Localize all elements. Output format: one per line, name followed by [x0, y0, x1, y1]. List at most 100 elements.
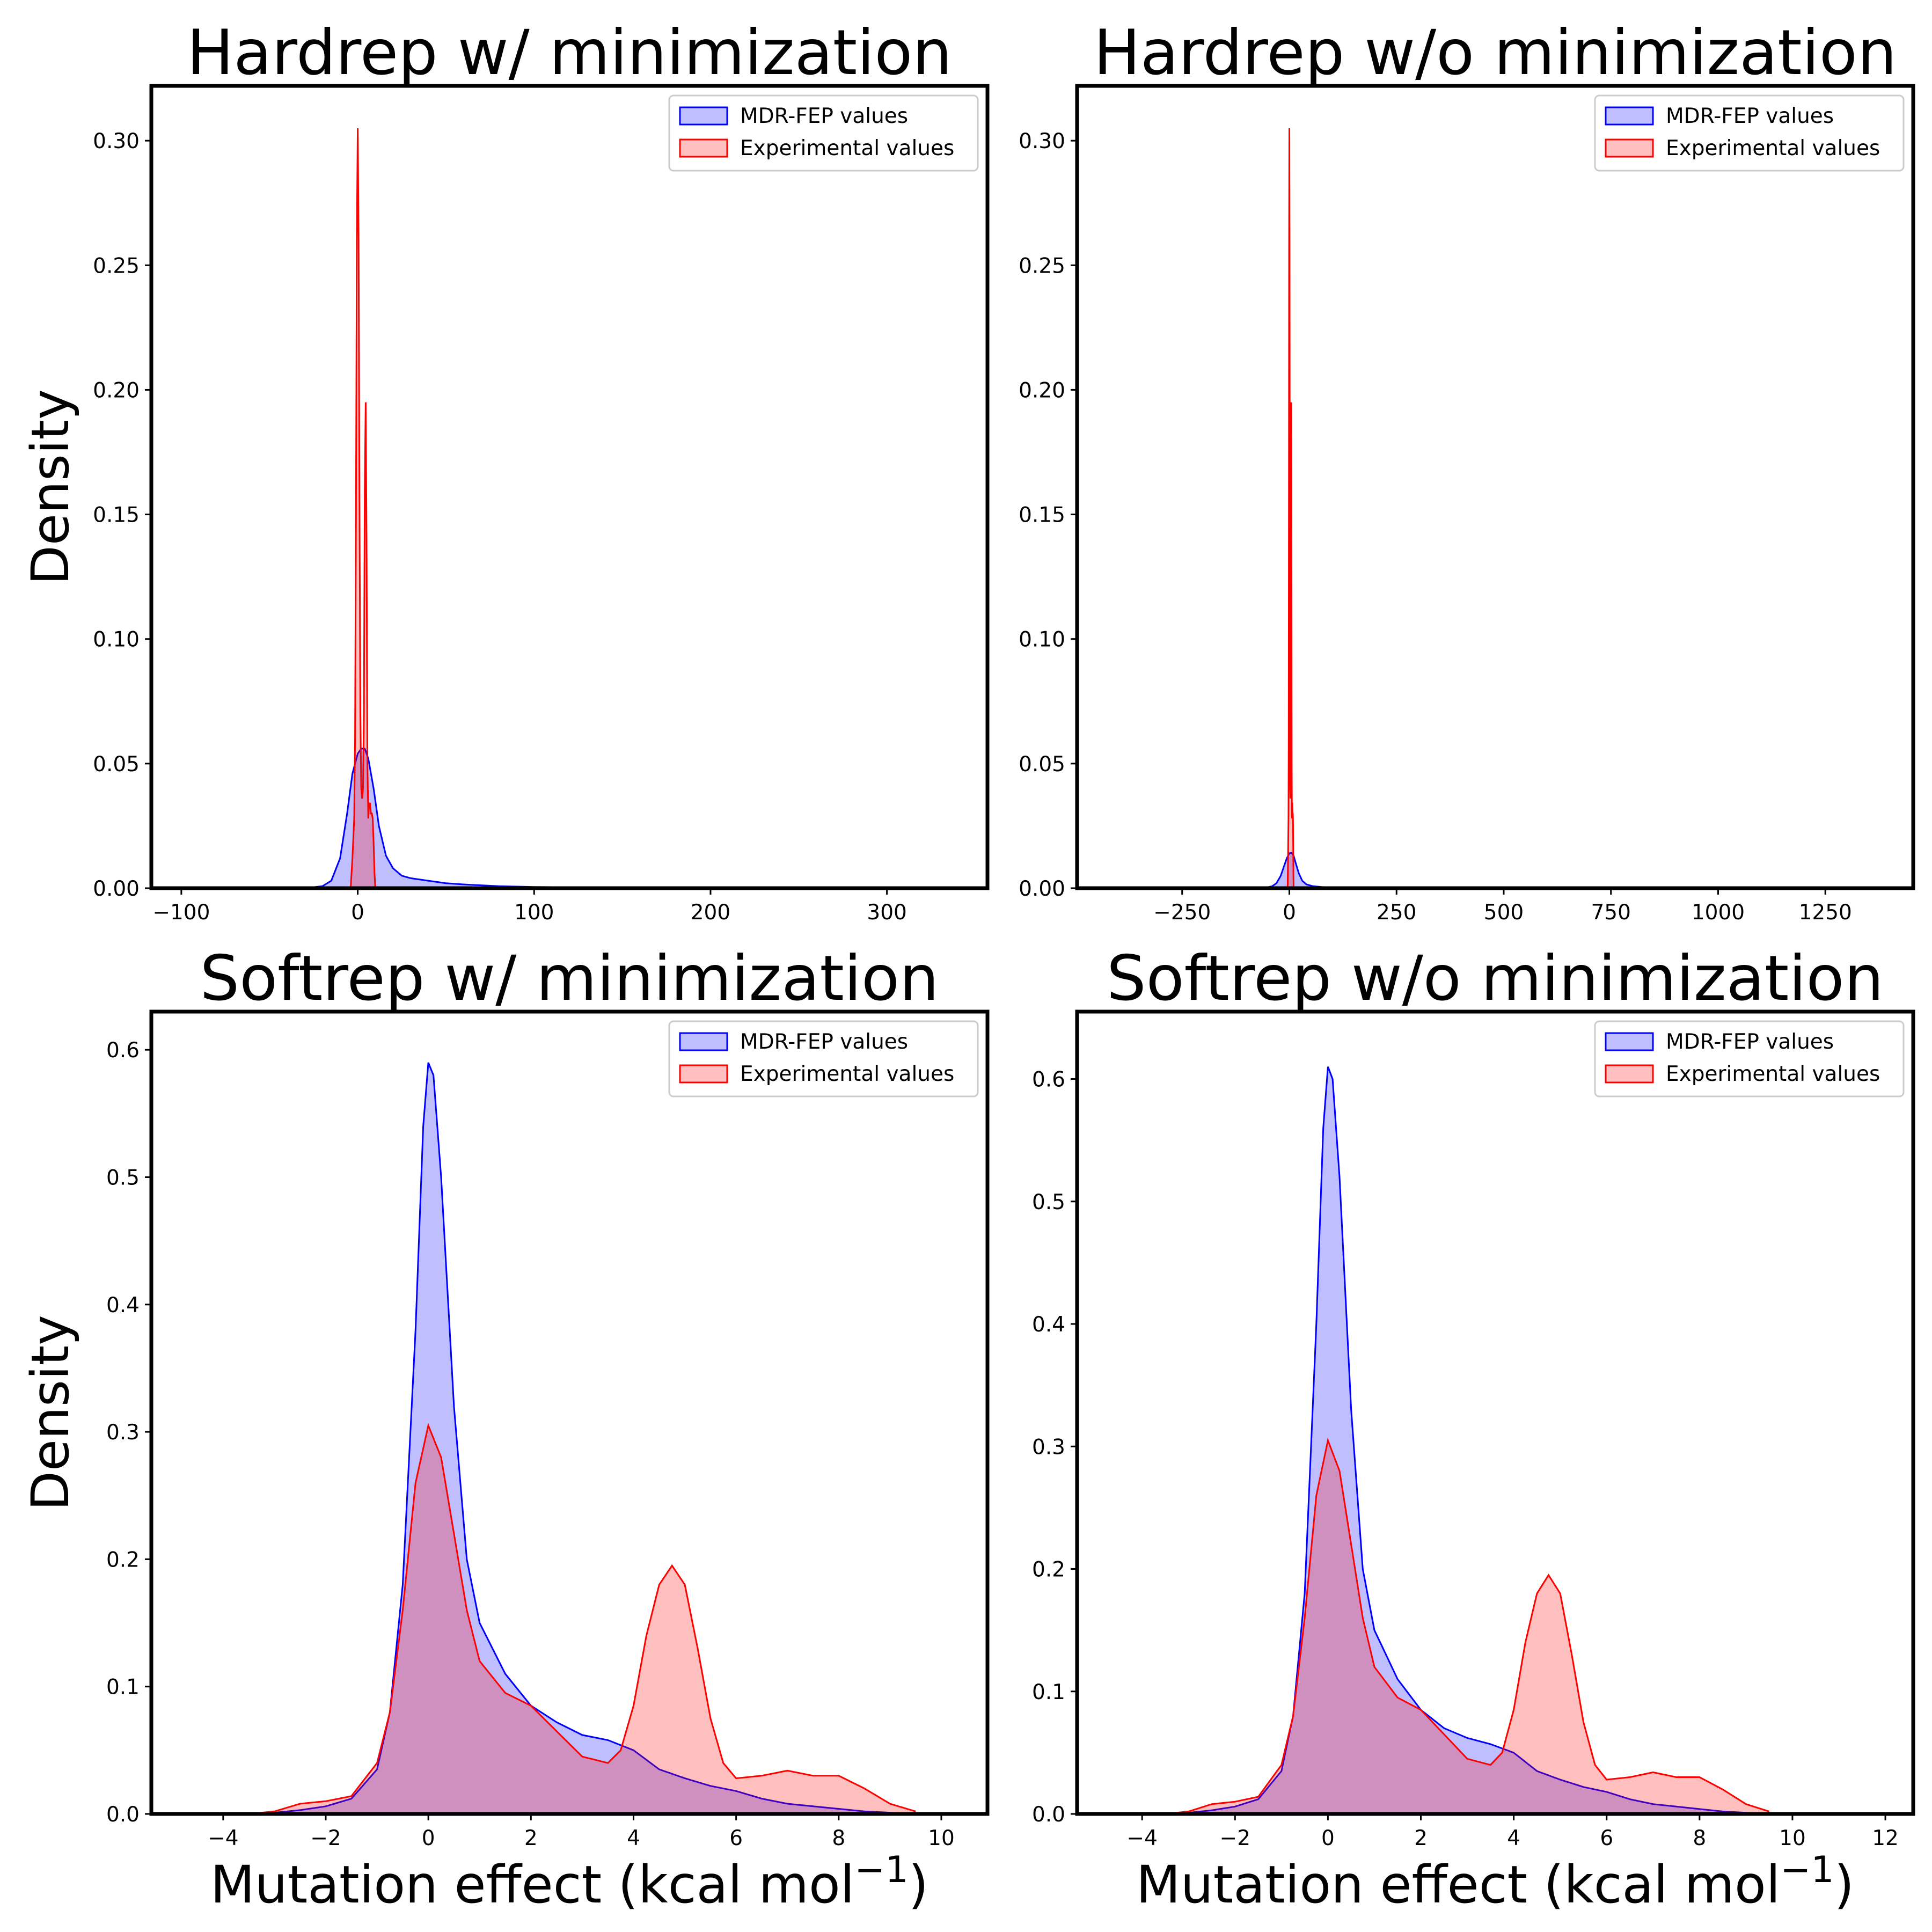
- legend-swatch: [679, 1032, 728, 1051]
- x-tick-label: 100: [514, 901, 554, 925]
- panel-2: −250 0 250 500 750 1000 1250 0.00 0.05 0.10 0.15 0.…: [1019, 17, 1915, 925]
- legend-box: [668, 94, 979, 172]
- series-line-experimental: [1165, 1437, 1770, 1814]
- x-tick-label: 8: [1693, 1826, 1706, 1850]
- series-area-experimental: [1165, 1440, 1769, 1814]
- axes-frame: [149, 1009, 990, 1816]
- x-tick-label: 10: [928, 1826, 955, 1850]
- legend-swatch: [1605, 1064, 1654, 1084]
- x-tick-label: 10: [1779, 1826, 1806, 1850]
- legend-label: MDR-FEP values: [1666, 104, 1834, 128]
- x-tick-label: 0: [351, 901, 364, 925]
- y-tick-label: 0.00: [1019, 877, 1065, 901]
- y-tick-label: 0.4: [106, 1293, 140, 1318]
- y-tick-label: 0.5: [1032, 1190, 1065, 1214]
- series-area-mdr-fep: [248, 1062, 916, 1814]
- y-tick-label: 0.1: [106, 1675, 140, 1700]
- x-tick-label: 250: [1377, 901, 1416, 925]
- y-tick-label: 0.05: [1019, 752, 1065, 777]
- y-axis-label: Density: [20, 389, 80, 585]
- x-tick-label: 200: [691, 901, 730, 925]
- legend-label: MDR-FEP values: [740, 104, 908, 128]
- legend: MDR-FEP values Experimental values: [1594, 1020, 1905, 1097]
- y-tick-label: 0.2: [1032, 1558, 1065, 1582]
- y-tick-label: 0.30: [93, 129, 140, 153]
- panel-1: −100 0 100 200 300 0.00 0.05 0.10 0.15 0.20 0.25 0.…: [20, 17, 990, 925]
- panel-title: Softrep w/o minimization: [1107, 942, 1884, 1015]
- series-line-mdr-fep: [248, 1062, 916, 1814]
- series-area-experimental: [248, 1425, 916, 1814]
- x-axis-label: Mutation effect (kcal mol−1): [1136, 1849, 1854, 1915]
- y-tick-label: 0.6: [1032, 1068, 1065, 1092]
- y-tick-label: 0.25: [1019, 254, 1065, 278]
- y-tick-label: 0.6: [106, 1038, 140, 1063]
- panel-title: Hardrep w/ minimization: [187, 17, 952, 89]
- y-tick-label: 0.3: [106, 1421, 140, 1445]
- series-line-experimental: [1286, 128, 1294, 888]
- legend-swatch: [679, 138, 728, 158]
- x-tick-label: −100: [152, 901, 210, 925]
- x-tick-label: 6: [729, 1826, 743, 1850]
- x-tick-label: −4: [1126, 1826, 1158, 1850]
- x-tick-label: 0: [422, 1826, 435, 1850]
- series-area-mdr-fep: [1165, 1066, 1769, 1814]
- y-tick-label: 0.20: [1019, 378, 1065, 402]
- axes-frame: [149, 84, 990, 890]
- y-tick-label: 0.25: [93, 254, 140, 278]
- x-tick-label: 1250: [1799, 901, 1852, 925]
- axes-frame: [1075, 1009, 1915, 1816]
- y-axis-label: Density: [20, 1315, 80, 1511]
- x-tick-label: −4: [208, 1826, 239, 1850]
- y-tick-label: 0.2: [106, 1548, 140, 1572]
- y-tick-label: 0.20: [93, 378, 140, 402]
- y-tick-label: 0.15: [93, 503, 140, 528]
- legend: MDR-FEP values Experimental values: [668, 1020, 979, 1097]
- x-tick-label: 500: [1484, 901, 1524, 925]
- x-tick-label: 8: [832, 1826, 845, 1850]
- legend-box: [1594, 94, 1905, 172]
- y-tick-label: 0.1: [1032, 1680, 1065, 1704]
- x-tick-label: 12: [1872, 1826, 1899, 1850]
- legend-label: MDR-FEP values: [1666, 1030, 1834, 1054]
- x-tick-label: 6: [1600, 1826, 1613, 1850]
- y-tick-label: 0.4: [1032, 1313, 1065, 1337]
- x-tick-label: 750: [1591, 901, 1630, 925]
- series-area-mdr-fep: [305, 749, 958, 888]
- x-tick-label: 2: [524, 1826, 538, 1850]
- legend-box: [1594, 1020, 1905, 1097]
- legend-swatch: [679, 106, 728, 126]
- y-tick-label: 0.00: [93, 877, 140, 901]
- x-tick-label: 4: [627, 1826, 640, 1850]
- panel-3: −4 −2 0 2 4 6 8 10 0.0 0.1 0.2 0.3 0.4 0.5 0.6 Softrep …: [20, 942, 990, 1915]
- legend-label: Experimental values: [1666, 1062, 1880, 1086]
- y-tick-label: 0.0: [1032, 1803, 1065, 1827]
- panel-title: Softrep w/ minimization: [200, 942, 939, 1015]
- x-tick-label: 2: [1414, 1826, 1428, 1850]
- y-tick-label: 0.10: [93, 628, 140, 652]
- y-tick-label: 0.30: [1019, 129, 1065, 153]
- series-line-experimental: [248, 1423, 916, 1814]
- x-axis-label: Mutation effect (kcal mol−1): [210, 1849, 928, 1915]
- y-tick-label: 0.15: [1019, 503, 1065, 528]
- legend-label: Experimental values: [1666, 136, 1880, 160]
- y-tick-label: 0.05: [93, 752, 140, 777]
- panel-4: −4 −2 0 2 4 6 8 10 12 0.0 0.1 0.2 0.3 0.4 0.5 0.6 Softre…: [1032, 942, 1915, 1915]
- x-tick-label: −2: [1220, 1826, 1251, 1850]
- legend-label: MDR-FEP values: [740, 1030, 908, 1054]
- y-tick-label: 0.10: [1019, 628, 1065, 652]
- x-tick-label: 300: [867, 901, 906, 925]
- axes-frame: [1075, 84, 1915, 890]
- panel-title: Hardrep w/o minimization: [1094, 17, 1897, 89]
- series-line-mdr-fep: [1165, 1066, 1769, 1814]
- legend-box: [668, 1020, 979, 1097]
- x-tick-label: 1000: [1692, 901, 1745, 925]
- legend-swatch: [679, 1064, 728, 1084]
- legend-label: Experimental values: [740, 1062, 954, 1086]
- legend-swatch: [1605, 106, 1654, 126]
- x-tick-label: −250: [1153, 901, 1211, 925]
- legend: MDR-FEP values Experimental values: [1594, 94, 1905, 172]
- legend-swatch: [1605, 1032, 1654, 1051]
- y-tick-label: 0.5: [106, 1166, 140, 1190]
